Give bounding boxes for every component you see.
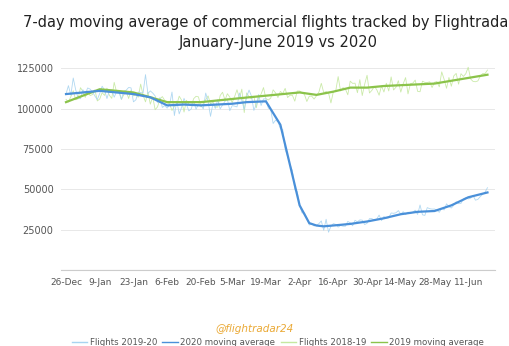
Title: 7-day moving average of commercial flights tracked by Flightradar24
January-June: 7-day moving average of commercial fligh…: [23, 15, 509, 50]
Text: @flightradar24: @flightradar24: [215, 324, 294, 334]
Legend: Flights 2019-20, 2020 moving average, Flights 2018-19, 2019 moving average: Flights 2019-20, 2020 moving average, Fl…: [68, 334, 487, 346]
